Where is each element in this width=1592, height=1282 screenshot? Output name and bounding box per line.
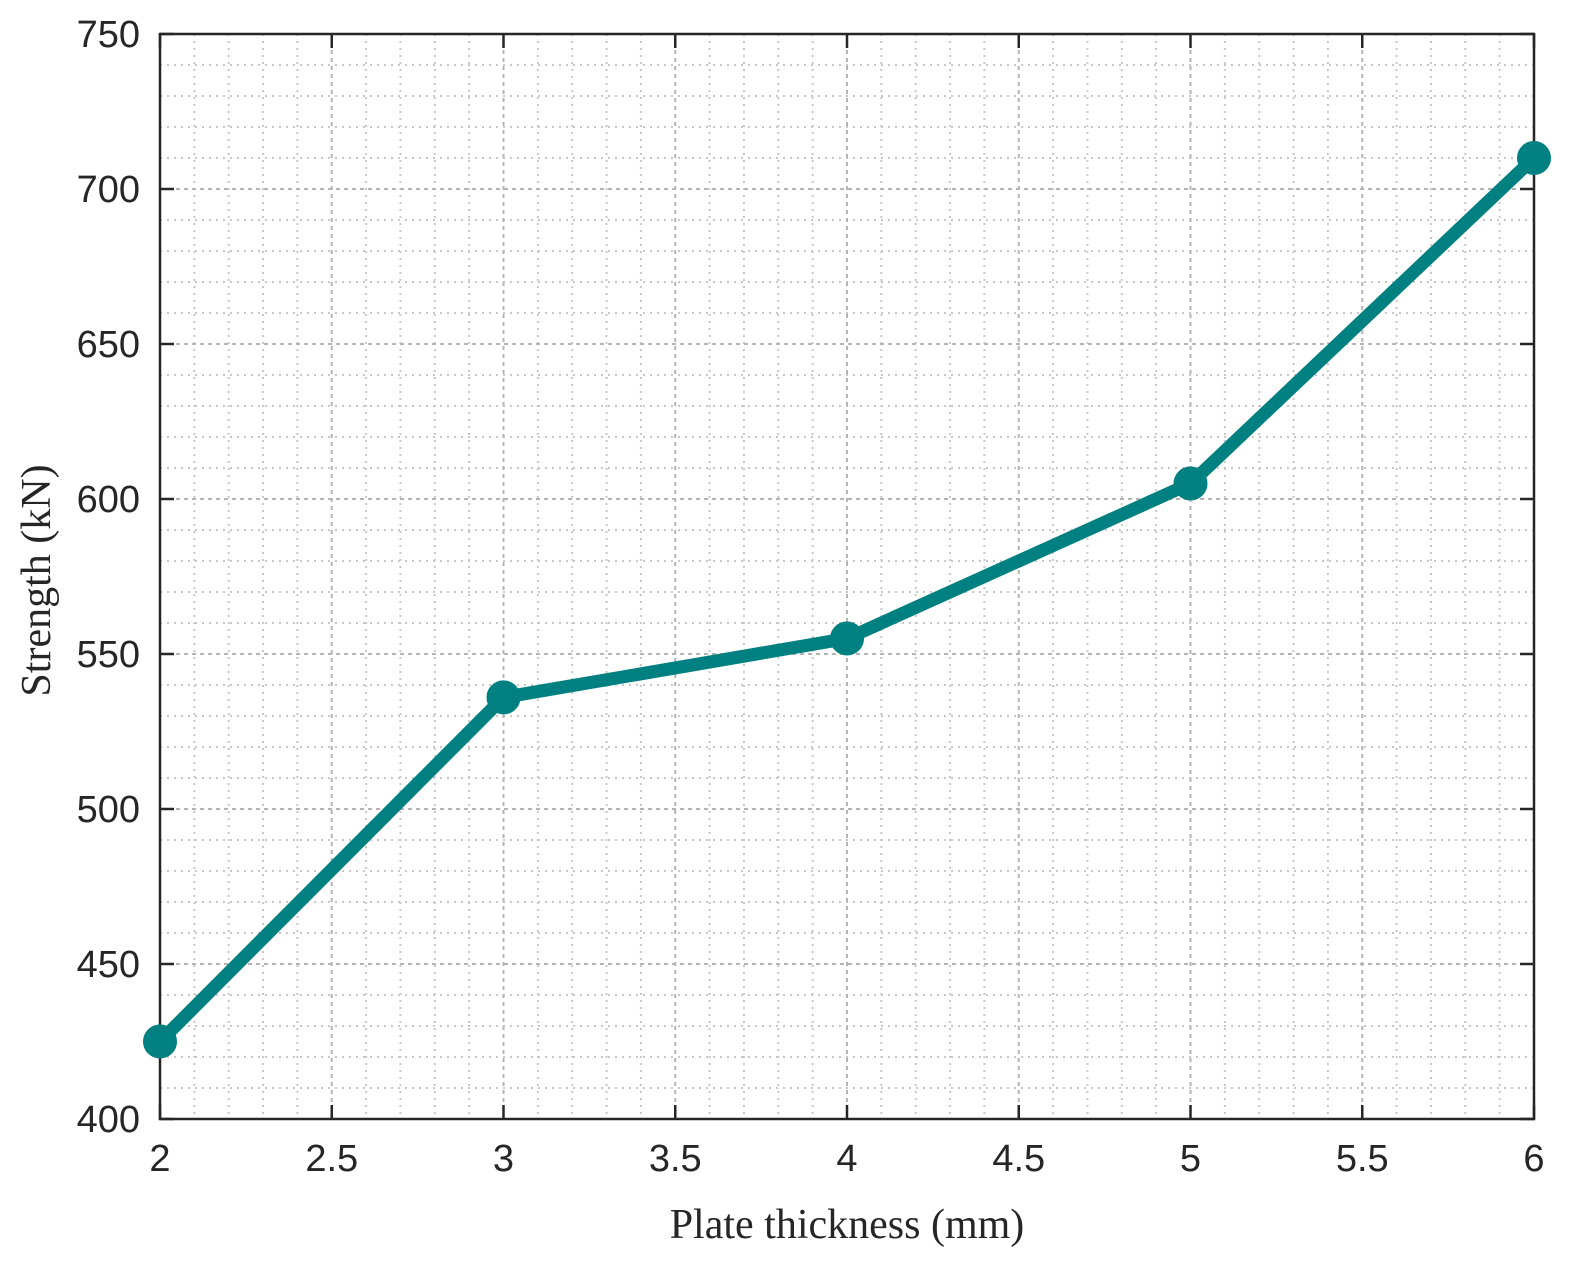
y-tick-label: 500	[77, 789, 140, 831]
data-point	[1517, 141, 1551, 175]
y-tick-label: 700	[77, 169, 140, 211]
data-point	[830, 621, 864, 656]
y-tick-label: 400	[77, 1099, 140, 1141]
x-tick-label: 2	[149, 1138, 170, 1180]
x-axis-title: Plate thickness (mm)	[670, 1202, 1025, 1248]
major-grid	[160, 34, 1534, 1119]
x-tick-label: 3	[493, 1138, 514, 1180]
data-point	[1173, 466, 1208, 501]
axis-ticks	[158, 32, 1536, 1121]
x-tick-label: 3.5	[649, 1138, 702, 1180]
x-tick-label: 2.5	[305, 1138, 358, 1180]
y-axis-title: Strength (kN)	[14, 464, 60, 696]
x-tick-label: 4	[836, 1138, 857, 1180]
x-tick-labels: 2 2.5 3 3.5 4 4.5 5 5.5 6	[149, 1138, 1544, 1180]
x-tick-label: 5	[1180, 1138, 1201, 1180]
x-tick-label: 4.5	[992, 1138, 1045, 1180]
x-tick-label: 6	[1523, 1138, 1544, 1180]
y-tick-labels: 400 450 500 550 600 650 700 750	[77, 14, 140, 1141]
x-tick-label: 5.5	[1336, 1138, 1389, 1180]
data-point	[486, 680, 521, 715]
y-tick-label: 750	[77, 14, 140, 56]
y-tick-label: 650	[77, 324, 140, 366]
y-tick-label: 550	[77, 634, 140, 676]
y-tick-label: 600	[77, 479, 140, 521]
data-point	[143, 1024, 177, 1059]
y-tick-label: 450	[77, 944, 140, 986]
series-layer	[143, 141, 1551, 1059]
